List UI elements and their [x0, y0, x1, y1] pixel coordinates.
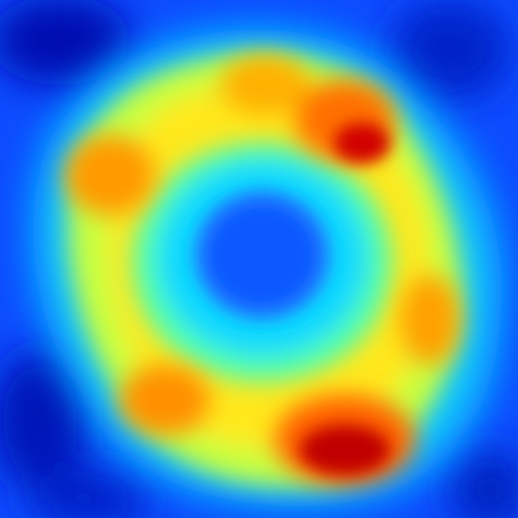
center-hole: [194, 190, 330, 320]
peaks: [300, 123, 390, 475]
